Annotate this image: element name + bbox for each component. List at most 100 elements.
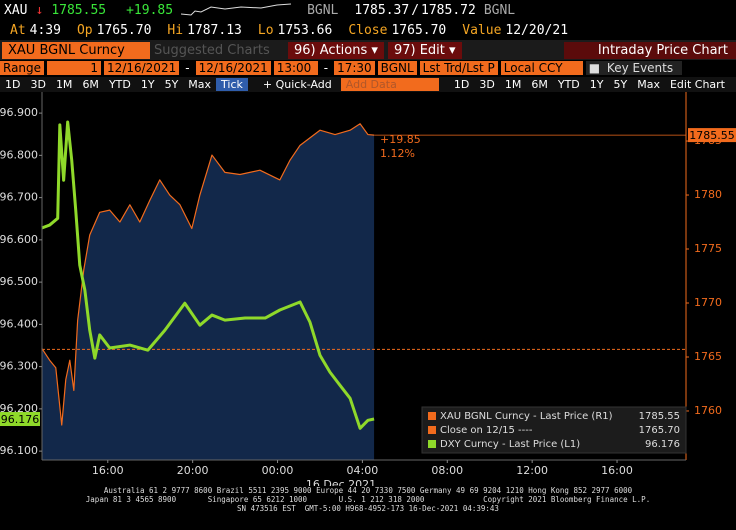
stat-label: Value (462, 22, 502, 38)
range-bar: Range 1 12/16/2021 - 12/16/2021 13:00 - … (0, 60, 736, 76)
last-price: 1785.55 (51, 2, 107, 18)
x-axis-title: 16 Dec 2021 (306, 478, 376, 486)
tick-button[interactable]: Tick (216, 78, 248, 91)
chart: 96.100 96.200 96.300 96.400 96.500 96.600 96.7… (0, 92, 736, 486)
currency-select[interactable]: Local CCY (500, 61, 583, 75)
source: BGNL (483, 2, 516, 18)
stat-label: Op (76, 22, 93, 38)
quick-add[interactable]: + Quick-Add (262, 78, 332, 91)
sparkline (181, 3, 292, 16)
field-select[interactable]: Lst Trd/Lst P (419, 61, 498, 75)
price-area (41, 123, 375, 460)
edit-chart[interactable]: Edit Chart (669, 78, 725, 91)
change-annotation: 1.12% (380, 147, 415, 160)
price-tag (688, 128, 736, 143)
stat-label: At (10, 22, 26, 38)
legend-swatch (428, 412, 436, 420)
legend-value: 1765.70 (639, 425, 680, 436)
legend-swatch (428, 440, 436, 448)
down-arrow: ↓ (35, 2, 44, 18)
y-tick-label: 96.800 (0, 148, 38, 161)
period-button[interactable]: 6M (82, 78, 99, 91)
legend-label: XAU BGNL Curncy - Last Price (R1) (440, 411, 613, 422)
suggested-charts[interactable]: Suggested Charts (154, 42, 270, 58)
stat-label: Hi (167, 22, 184, 38)
x-tick-label: 08:00 (431, 464, 463, 477)
footer-line: Australia 61 2 9777 8600 Brazil 5511 239… (103, 486, 633, 495)
net-change: +19.85 (126, 2, 174, 18)
series-line (41, 120, 375, 430)
period-button[interactable]: Max (188, 78, 212, 91)
footer-line: Japan 81 3 4565 8900 Singapore 65 6212 1… (85, 495, 651, 504)
y2-tick-label: 1770 (694, 296, 722, 309)
y-tick-label: 96.900 (0, 106, 38, 119)
screen-title: Intraday Price Chart (564, 41, 736, 59)
menu-key: 96 (294, 42, 311, 58)
y-tick-label: 96.400 (0, 317, 38, 330)
ask: 1785.72 (421, 2, 476, 18)
y2-tick-label: 1760 (694, 404, 722, 417)
actions-menu[interactable]: 96) Actions ▾ (288, 41, 384, 59)
x-tick-label: 12:00 (516, 464, 548, 477)
period-button[interactable]: YTD (557, 78, 580, 91)
edit-menu[interactable]: 97) Edit ▾ (387, 41, 462, 59)
key-events-label: Key Events (606, 61, 674, 75)
price-tag-label: 1785.55 (689, 129, 735, 142)
x-tick-label: 16:00 (92, 464, 124, 477)
period-button[interactable]: 1Y (589, 78, 604, 91)
stat-value: 12/20/21 (505, 22, 569, 38)
y-tick-label: 96.300 (0, 360, 38, 373)
range-period[interactable]: 1 (47, 61, 102, 75)
start-time[interactable]: 13:00 (273, 61, 318, 75)
toolbar: XAU BGNL Curncy Suggested Charts 96) Act… (0, 40, 736, 60)
y-tick-label: 96.100 (0, 444, 38, 457)
footer: Australia 61 2 9777 8600 Brazil 5511 239… (0, 486, 736, 513)
end-time[interactable]: 17:30 (334, 61, 375, 75)
footer-line: SN 473516 EST GMT-5:00 H968-4952-173 16-… (237, 504, 499, 513)
series-line (41, 123, 375, 426)
end-date[interactable]: 12/16/2021 (195, 61, 271, 75)
menu-key: 97 (393, 42, 411, 58)
source: BGNL (307, 2, 339, 18)
bid: 1785.37 (354, 2, 410, 18)
period-bar: 1D 3D 1M 6M YTD 1Y 5Y Max Tick + Quick-Add Add Dat… (0, 77, 736, 92)
separator: / (411, 2, 420, 18)
period-button[interactable]: Max (637, 78, 660, 91)
stat-value: 1765.70 (96, 22, 152, 38)
security-field[interactable]: XAU BGNL Curncy (2, 41, 150, 59)
price-tag-label: 96.176 (1, 413, 40, 426)
y-tick-label: 96.700 (0, 191, 38, 204)
period-button[interactable]: 6M (531, 78, 548, 91)
period-button[interactable]: 1M (504, 78, 522, 91)
legend-swatch (428, 426, 436, 434)
x-tick-label: 04:00 (347, 464, 379, 477)
x-tick-label: 00:00 (262, 464, 294, 477)
start-date[interactable]: 12/16/2021 (104, 61, 180, 75)
stat-value: 1753.66 (277, 22, 333, 38)
legend-box (421, 406, 687, 454)
period-button[interactable]: 1Y (140, 78, 155, 91)
period-button[interactable]: 1D (453, 78, 470, 91)
key-events[interactable]: ■ Key Events (585, 61, 683, 75)
period-button[interactable]: 1D (5, 78, 21, 91)
period-button[interactable]: 3D (479, 78, 495, 91)
y2-tick-label: 1765 (694, 350, 722, 363)
source-field[interactable]: BGNL (377, 61, 417, 75)
period-button[interactable]: 5Y (164, 78, 179, 91)
ticker: XAU (4, 2, 28, 18)
period-button[interactable]: YTD (108, 78, 131, 91)
legend-value: 96.176 (645, 439, 680, 450)
stat-label: Lo (257, 22, 274, 38)
add-data[interactable]: Add Data (340, 78, 439, 91)
y-tick-label: 96.200 (0, 402, 38, 415)
stat-value: 4:39 (29, 22, 61, 38)
menu-label: Edit (419, 42, 445, 58)
stat-value: 1765.70 (391, 22, 447, 38)
period-button[interactable]: 5Y (613, 78, 628, 91)
period-button[interactable]: 1M (55, 78, 73, 91)
y-tick-label: 96.600 (0, 233, 38, 246)
period-button[interactable]: 3D (30, 78, 46, 91)
date-separator: - (185, 61, 190, 75)
y2-tick-label: 1775 (694, 242, 722, 255)
